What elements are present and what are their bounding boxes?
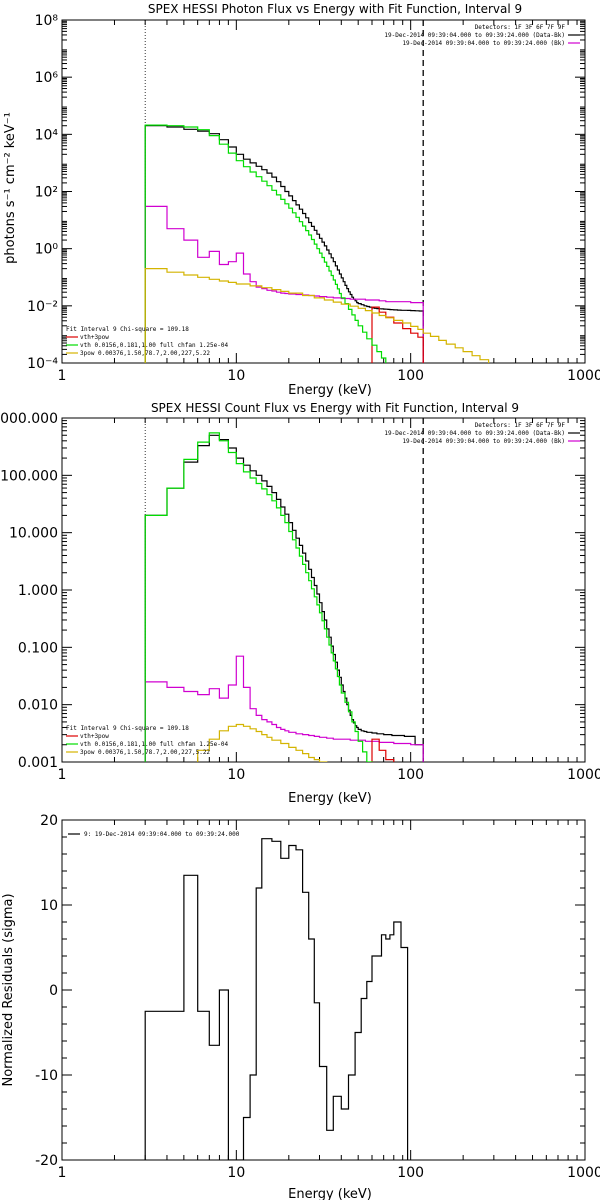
- count-series-black-line: [144, 434, 424, 762]
- count-y-tick-label: 0.001: [18, 755, 58, 771]
- count-x-tick-label: 100: [397, 767, 424, 783]
- residual-x-axis-label: Energy (keV): [288, 1187, 372, 1200]
- photon-x-axis-label: Energy (keV): [288, 383, 372, 398]
- count-series-group: [144, 432, 424, 762]
- count-legend-entry: 19-Dec-2014 09:39:04.000 to 09:39:24.000…: [384, 430, 565, 437]
- photon-legend-entry: 19-Dec-2014 09:39:04.000 to 09:39:24.000…: [384, 32, 565, 39]
- count-series-red-line: [371, 738, 395, 762]
- residual-y-tick-label: 20: [40, 813, 58, 829]
- photon-fit-legend-entry: 3pow 0.00376,1.50,78.7,2.00,227,5.22: [80, 350, 210, 357]
- count-fit-legend-entry: vth 0.0156,0.181,1.00 full chfan 1.25e-0…: [80, 741, 228, 748]
- count-x-tick-label: 1: [58, 767, 67, 783]
- residual-y-tick-label: 10: [40, 898, 58, 914]
- photon-fit-legend-entry: Fit Interval 9 Chi-square = 109.18: [66, 326, 189, 333]
- count-series-green-line: [144, 432, 373, 762]
- photon-y-tick-label: 10⁰: [35, 242, 59, 258]
- count-y-tick-label: 1000.000: [0, 411, 58, 427]
- residual-x-tick-label: 1000: [567, 1165, 600, 1181]
- photon-series-red-line: [371, 306, 424, 363]
- count-y-tick-label: 0.010: [18, 698, 58, 714]
- residual-y-tick-label: 0: [49, 983, 58, 999]
- photon-x-tick-label: 10: [227, 368, 245, 384]
- residual-x-tick-label: 100: [397, 1165, 424, 1181]
- photon-x-tick-label: 100: [397, 368, 424, 384]
- photon-series-group: [144, 124, 490, 363]
- count-x-tick-label: 10: [227, 767, 245, 783]
- photon-series-black-line: [144, 125, 424, 363]
- count-x-tick-label: 1000: [567, 767, 600, 783]
- residual-x-tick-label: 10: [227, 1165, 245, 1181]
- count-fit-legend-entry: Fit Interval 9 Chi-square = 109.18: [66, 725, 189, 732]
- count-series-magenta-line: [144, 655, 424, 762]
- count-legend-entry: 19-Dec-2014 09:39:04.000 to 09:39:24.000…: [402, 438, 565, 445]
- count-y-tick-label: 1.000: [18, 583, 58, 599]
- count-legend-entry: Detectors: 1F 3F 6F 7F 9F: [475, 422, 566, 429]
- count-x-axis-label: Energy (keV): [288, 791, 372, 806]
- photon-y-tick-label: 10⁶: [35, 70, 59, 86]
- residual-y-axis-label: Normalized Residuals (sigma): [1, 893, 16, 1086]
- photon-y-tick-label: 10⁻²: [27, 299, 58, 315]
- photon-series-green-line: [144, 124, 387, 363]
- count-y-tick-label: 100.000: [0, 468, 58, 484]
- count-panel: 1 10 100 1000 0.001 0.010 0.100 1.000 10.000 100.…: [0, 411, 600, 783]
- count-chart-title: SPEX HESSI Count Flux vs Energy with Fit…: [151, 401, 519, 415]
- photon-y-tick-label: 10²: [35, 185, 58, 201]
- residual-series-black-line: [144, 838, 409, 1160]
- residual-series-group: [144, 838, 409, 1160]
- photon-legend-entry: Detectors: 1F 3F 6F 7F 9F: [475, 24, 566, 31]
- photon-y-tick-label: 10⁴: [35, 127, 59, 143]
- photon-chart-title: SPEX HESSI Photon Flux vs Energy with Fi…: [148, 2, 522, 16]
- count-y-tick-label: 10.000: [9, 526, 58, 542]
- photon-series-yellow-line: [144, 268, 490, 363]
- photon-legend-entry: 19-Dec-2014 09:39:04.000 to 09:39:24.000…: [402, 40, 565, 47]
- photon-x-tick-label: 1: [58, 368, 67, 384]
- residual-legend-entry: 9: 19-Dec-2014 09:39:04.000 to 09:39:24.…: [84, 831, 240, 838]
- count-series-yellow-line: [197, 723, 328, 762]
- photon-y-tick-label: 10⁸: [35, 13, 59, 29]
- residual-y-tick-label: -20: [35, 1153, 58, 1169]
- photon-fit-legend-entry: vth 0.0156,0.181,1.00 full chfan 1.25e-0…: [80, 342, 228, 349]
- photon-panel: 1 10 100 1000 10⁻⁴ 10⁻² 10⁰ 10² 10⁴ 10⁶ 10⁸ Detecto…: [27, 13, 600, 384]
- photon-fit-legend-entry: vth+3pow: [80, 334, 109, 341]
- residual-x-tick-label: 1: [58, 1165, 67, 1181]
- count-fit-legend-entry: 3pow 0.00376,1.50,78.7,2.00,227,5.22: [80, 749, 210, 756]
- residual-y-tick-label: -10: [35, 1068, 58, 1084]
- residual-panel: 1 10 100 1000 -20 -10 0 10 20 9: 19-Dec-2014 09:3…: [35, 813, 600, 1181]
- photon-y-axis-label: photons s⁻¹ cm⁻² keV⁻¹: [3, 112, 18, 264]
- photon-y-tick-label: 10⁻⁴: [27, 356, 58, 372]
- count-y-tick-label: 0.100: [18, 640, 58, 656]
- count-fit-legend-entry: vth+3pow: [80, 733, 109, 740]
- photon-x-tick-label: 1000: [567, 368, 600, 384]
